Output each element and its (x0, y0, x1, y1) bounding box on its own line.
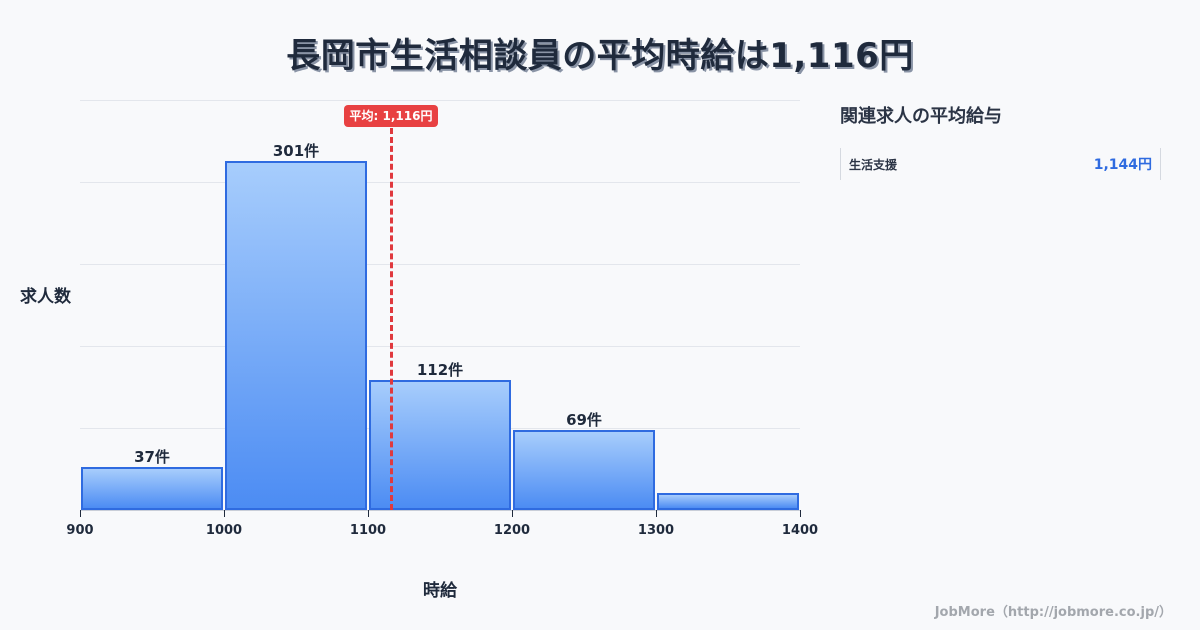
bar-value-label: 69件 (566, 410, 602, 429)
x-tick (656, 510, 657, 517)
related-salary-row: 生活支援 1,144円 (840, 148, 1161, 180)
gridline (80, 346, 800, 347)
chart-title: 長岡市生活相談員の平均時給は1,116円 (286, 36, 914, 76)
mean-line (389, 128, 393, 510)
histogram-bar (657, 492, 799, 510)
bar-value-label: 37件 (134, 448, 170, 467)
gridline (80, 100, 800, 101)
x-tick (512, 510, 513, 517)
bar-value-label: 301件 (272, 142, 320, 160)
gridline (80, 182, 800, 183)
histogram-bar (513, 429, 655, 510)
related-salary-panel: 関連求人の平均給与 生活支援 1,144円 (840, 102, 1170, 180)
x-tick-label: 1100 (349, 523, 387, 538)
gridline (80, 264, 800, 265)
histogram-bar (81, 467, 223, 510)
x-tick-label: 1000 (205, 523, 243, 538)
mean-badge: 平均: 1,116円 (343, 105, 439, 127)
related-job-salary: 1,144円 (1093, 157, 1152, 173)
x-tick (80, 510, 81, 517)
x-tick-label: 1400 (781, 523, 819, 538)
y-axis-label: 求人数 (20, 287, 71, 307)
source-credit: JobMore（http://jobmore.co.jp/） (934, 605, 1172, 620)
x-axis (80, 510, 800, 511)
related-job-name: 生活支援 (849, 157, 898, 172)
x-tick (800, 510, 801, 517)
x-tick-label: 1300 (637, 523, 675, 538)
x-tick (368, 510, 369, 517)
histogram-bar (225, 161, 367, 510)
related-salary-title: 関連求人の平均給与 (840, 106, 1002, 127)
bar-value-label: 112件 (416, 361, 464, 380)
x-axis-label: 時給 (423, 581, 457, 601)
histogram-bar (369, 380, 511, 510)
x-tick (224, 510, 225, 517)
x-tick-label: 1200 (493, 523, 531, 538)
histogram-chart: 37件 301件 112件 69件 900 1000 1100 1200 1300 1400 平… (20, 100, 818, 601)
x-tick-label: 900 (66, 523, 94, 538)
